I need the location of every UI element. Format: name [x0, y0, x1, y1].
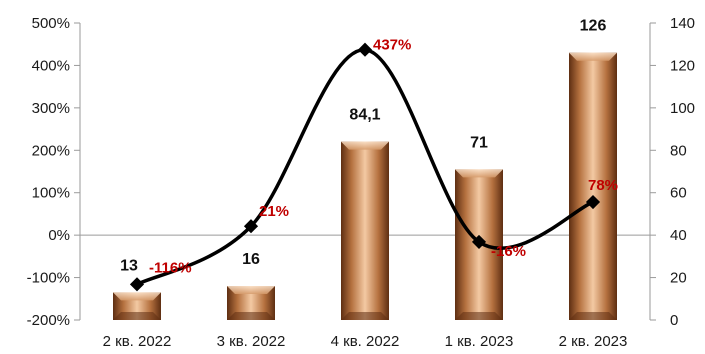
- line-marker: [585, 194, 601, 210]
- left-tick-label: 200%: [32, 142, 70, 159]
- right-tick-label: 60: [670, 185, 687, 202]
- axes: -200% -100% 0% 100% 200% 300% 400% 500% 0 20 40 60 8…: [27, 15, 695, 350]
- left-tick-label: -200%: [27, 312, 70, 329]
- left-tick-label: 400%: [32, 57, 70, 74]
- bar-bevel-bottom: [113, 312, 161, 320]
- percent-label: 78%: [588, 177, 618, 194]
- bar-bevel-bottom: [569, 312, 617, 320]
- right-tick-label: 140: [670, 15, 695, 32]
- bar: [113, 292, 161, 320]
- bar: [569, 52, 617, 320]
- right-tick-label: 100: [670, 100, 695, 117]
- right-tick-label: 80: [670, 142, 687, 159]
- left-tick-label: 0%: [48, 227, 70, 244]
- bars: [113, 52, 617, 320]
- bar-bevel-top: [455, 169, 503, 178]
- x-tick-label: 2 кв. 2023: [559, 333, 628, 350]
- bar-value-label: 71: [470, 134, 488, 151]
- bar-value-label: 126: [580, 18, 607, 35]
- bar-bevel-top: [569, 52, 617, 61]
- bar-bevel-bottom: [455, 312, 503, 320]
- left-tick-label: 100%: [32, 185, 70, 202]
- bar: [341, 141, 389, 320]
- bar-bevel-bottom: [341, 312, 389, 320]
- percent-label: -116%: [149, 259, 192, 276]
- bar-bevel-top: [113, 292, 161, 301]
- line-marker: [129, 277, 145, 292]
- line-marker: [471, 234, 487, 250]
- line-marker: [243, 219, 259, 234]
- x-tick-label: 2 кв. 2022: [103, 333, 172, 350]
- percent-label: -16%: [491, 243, 526, 260]
- bar-value-label: 84,1: [349, 107, 380, 124]
- x-tick-label: 1 кв. 2023: [445, 333, 514, 350]
- percent-label: 437%: [373, 37, 411, 54]
- percent-label: 21%: [259, 203, 289, 220]
- right-tick-label: 0: [670, 312, 678, 329]
- x-tick-label: 3 кв. 2022: [217, 333, 286, 350]
- x-tick-label: 4 кв. 2022: [331, 333, 400, 350]
- bar-body: [569, 52, 617, 320]
- bar-value-label: 16: [242, 251, 260, 268]
- bar-bevel-top: [227, 286, 275, 295]
- data-labels: 13 16 84,1 71 126 -116% 21% 437% -16% 78%: [120, 18, 618, 277]
- left-tick-label: -100%: [27, 270, 70, 287]
- bar: [227, 286, 275, 320]
- left-tick-label: 500%: [32, 15, 70, 32]
- line-series: [129, 42, 601, 292]
- line-marker: [357, 42, 373, 57]
- bar-bevel-top: [341, 141, 389, 150]
- right-tick-label: 40: [670, 227, 687, 244]
- bar-value-label: 13: [120, 257, 138, 274]
- bar-body: [341, 141, 389, 320]
- right-tick-label: 20: [670, 270, 687, 287]
- right-tick-label: 120: [670, 57, 695, 74]
- bar-bevel-bottom: [227, 312, 275, 320]
- left-tick-label: 300%: [32, 100, 70, 117]
